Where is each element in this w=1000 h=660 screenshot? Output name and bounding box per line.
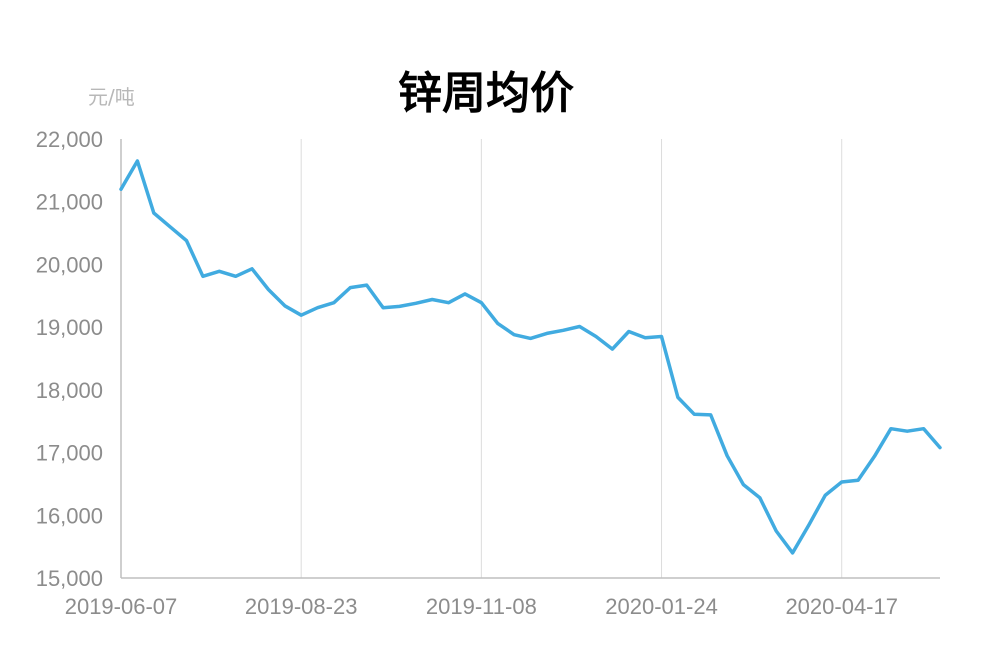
x-axis-ticks: 2019-06-07 2019-08-23 2019-11-08 2020-01-24… — [65, 594, 898, 619]
y-tick-label: 18,000 — [36, 378, 103, 403]
x-tick-label: 2019-08-23 — [245, 594, 358, 619]
y-tick-label: 22,000 — [36, 127, 103, 152]
x-tick-label: 2020-01-24 — [605, 594, 718, 619]
series-layer — [119, 159, 942, 555]
x-tick-label: 2019-06-07 — [65, 594, 178, 619]
series-line — [119, 159, 942, 555]
y-tick-label: 21,000 — [36, 190, 103, 215]
y-tick-label: 16,000 — [36, 503, 103, 528]
gridlines — [300, 139, 843, 578]
axes — [120, 139, 940, 579]
y-axis-ticks: 15,000 16,000 17,000 18,000 19,000 20,000 21,0… — [36, 127, 103, 591]
x-tick-label: 2020-04-17 — [785, 594, 898, 619]
y-tick-label: 20,000 — [36, 252, 103, 277]
chart-title: 锌周均价 — [398, 68, 574, 119]
y-tick-label: 15,000 — [36, 566, 103, 591]
y-tick-label: 17,000 — [36, 441, 103, 466]
y-tick-label: 19,000 — [36, 315, 103, 340]
y-axis-unit-label: 元/吨 — [88, 85, 135, 109]
x-tick-label: 2019-11-08 — [426, 594, 537, 619]
